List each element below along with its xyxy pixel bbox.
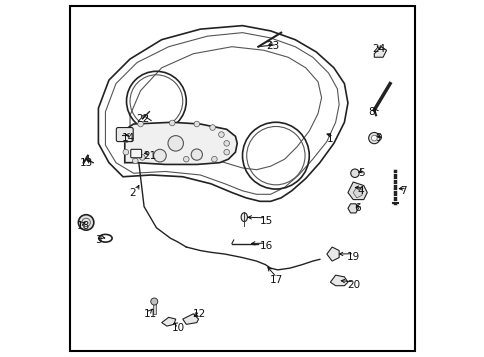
Text: 9: 9 — [375, 133, 381, 143]
Text: 3: 3 — [95, 235, 101, 245]
Circle shape — [210, 125, 215, 130]
Circle shape — [350, 169, 359, 177]
Circle shape — [218, 132, 224, 137]
Polygon shape — [347, 204, 358, 213]
Text: 11: 11 — [143, 309, 156, 319]
Circle shape — [123, 149, 128, 155]
Text: 6: 6 — [353, 203, 360, 213]
Text: 19: 19 — [347, 252, 360, 262]
Polygon shape — [330, 275, 347, 286]
Circle shape — [224, 149, 229, 155]
Bar — [152, 303, 155, 314]
Circle shape — [211, 156, 217, 162]
Polygon shape — [124, 122, 237, 165]
Circle shape — [167, 136, 183, 151]
Circle shape — [194, 121, 199, 127]
Text: 2: 2 — [129, 188, 136, 198]
FancyBboxPatch shape — [116, 127, 133, 142]
Circle shape — [153, 149, 166, 162]
Circle shape — [151, 298, 157, 305]
Polygon shape — [352, 187, 361, 198]
Circle shape — [137, 121, 143, 127]
Text: 5: 5 — [357, 168, 363, 178]
Text: 7: 7 — [399, 186, 406, 196]
Circle shape — [191, 149, 202, 160]
Text: 13: 13 — [80, 158, 93, 168]
Text: 24: 24 — [371, 44, 384, 54]
Polygon shape — [374, 47, 386, 57]
Circle shape — [224, 141, 229, 146]
Text: 8: 8 — [367, 107, 374, 117]
Polygon shape — [326, 247, 338, 261]
Text: 4: 4 — [357, 186, 363, 196]
Text: 1: 1 — [326, 134, 333, 144]
Polygon shape — [182, 314, 198, 325]
Text: 10: 10 — [171, 323, 184, 333]
Circle shape — [123, 137, 128, 143]
Circle shape — [371, 135, 377, 141]
Circle shape — [368, 132, 379, 144]
Circle shape — [169, 120, 175, 126]
Circle shape — [125, 128, 131, 134]
Text: 17: 17 — [270, 275, 283, 285]
Text: 20: 20 — [347, 280, 360, 290]
Text: 14: 14 — [122, 133, 135, 143]
Text: 12: 12 — [192, 309, 205, 319]
Circle shape — [183, 156, 189, 162]
Polygon shape — [161, 317, 175, 326]
Text: 23: 23 — [266, 41, 279, 51]
Circle shape — [78, 215, 93, 230]
Text: 21: 21 — [143, 151, 156, 161]
FancyBboxPatch shape — [131, 149, 141, 158]
Text: 16: 16 — [259, 241, 272, 251]
Ellipse shape — [241, 213, 247, 222]
Text: 15: 15 — [259, 216, 272, 226]
Circle shape — [132, 158, 138, 164]
Circle shape — [139, 155, 145, 160]
Polygon shape — [347, 182, 366, 200]
Text: 18: 18 — [76, 221, 90, 231]
Text: 22: 22 — [136, 115, 149, 125]
